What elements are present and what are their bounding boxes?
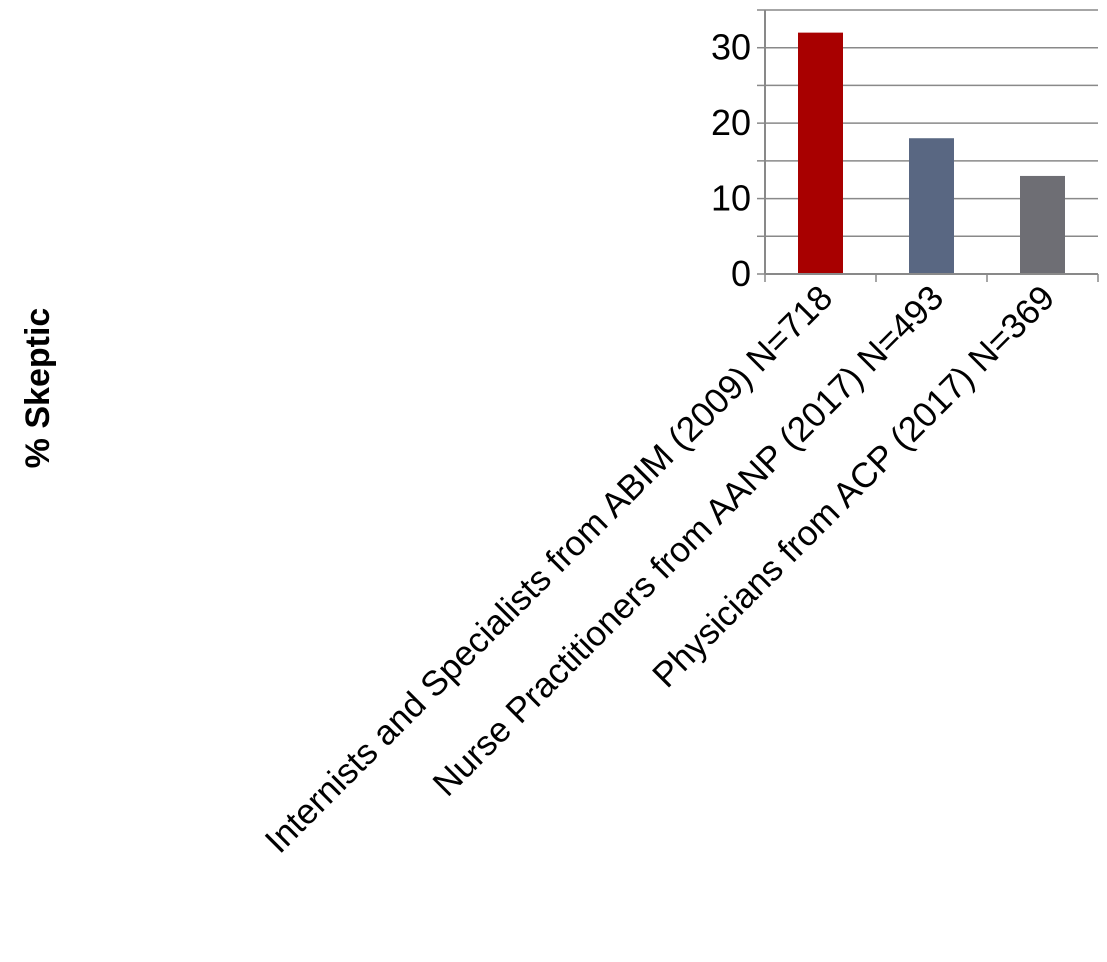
bars xyxy=(798,32,1065,274)
category-label: Physicians from ACP (2017) N=369 xyxy=(645,278,1062,695)
x-tick-marks xyxy=(764,274,1099,282)
bar xyxy=(798,32,843,274)
bar xyxy=(909,138,954,274)
y-tick-label: 0 xyxy=(731,253,751,294)
bar xyxy=(1020,175,1065,274)
category-labels: Internists and Specialists from ABIM (20… xyxy=(258,278,1063,861)
axes xyxy=(764,10,1098,275)
y-tick-label: 30 xyxy=(711,27,751,68)
y-axis-title: % Skeptic xyxy=(19,308,57,469)
y-tick-label: 10 xyxy=(711,178,751,219)
y-tick-labels: 0 10 20 30 xyxy=(711,9,765,294)
y-tick-label: 20 xyxy=(711,102,751,143)
category-label: Nurse Practitioners from AANP (2017) N=4… xyxy=(425,278,951,804)
